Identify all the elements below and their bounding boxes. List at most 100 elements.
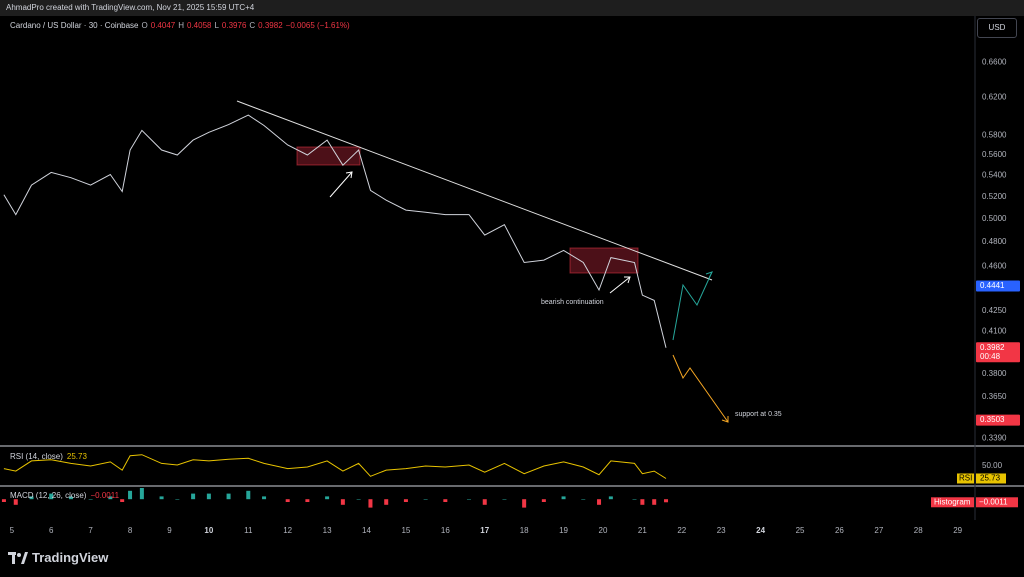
price-label-box	[976, 280, 1020, 292]
annotation: bearish continuation	[541, 299, 604, 306]
logo-text: TradingView	[32, 550, 109, 565]
y-tick-label: 0.6200	[982, 93, 1007, 102]
histogram-bar	[120, 499, 125, 502]
x-tick-label: 24	[756, 526, 765, 535]
price-label: 0.3982	[980, 343, 1005, 352]
x-tick-label: 29	[953, 526, 962, 535]
y-tick-label: 0.5400	[982, 171, 1007, 180]
macd-title: MACD (12, 26, close)	[10, 491, 87, 500]
histogram-bar	[139, 488, 144, 500]
arrow-head	[705, 271, 713, 279]
y-tick-label: 0.4100	[982, 326, 1007, 335]
trendline	[236, 100, 713, 281]
countdown: 00:48	[980, 352, 1001, 361]
ohlc-key: H	[178, 21, 184, 30]
y-tick-label: 0.3800	[982, 369, 1007, 378]
value-box	[976, 497, 1018, 508]
x-tick-label: 15	[401, 526, 410, 535]
annotation: support at 0.35	[735, 411, 782, 418]
x-tick-label: 25	[796, 526, 805, 535]
y-tick-label: 0.5200	[982, 192, 1007, 201]
x-tick-label: 12	[283, 526, 292, 535]
arrow-head	[721, 416, 729, 423]
histogram-bar	[128, 490, 133, 500]
series-line	[3, 114, 667, 348]
bullish-projection	[672, 271, 713, 341]
arrow	[609, 276, 631, 294]
rsi-legend: RSI (14, close) 25.73	[10, 452, 87, 461]
value-label: −0.0011	[979, 497, 1008, 506]
ohlc-value: 0.3976	[221, 21, 247, 30]
histogram-bar	[262, 496, 267, 500]
y-tick-label: 50.00	[982, 461, 1003, 470]
histogram-bar	[175, 499, 180, 500]
histogram-bar	[325, 496, 330, 500]
x-tick-label: 28	[914, 526, 923, 535]
histogram-bar	[608, 496, 613, 500]
histogram-bar	[597, 499, 602, 505]
histogram-bar	[49, 493, 54, 500]
histogram-bar	[226, 493, 231, 500]
histogram-bar	[423, 499, 428, 500]
x-tick-label: 26	[835, 526, 844, 535]
tag-box	[957, 473, 974, 484]
histogram-bar	[403, 499, 408, 502]
x-tick-label: 23	[717, 526, 726, 535]
histogram-bar	[13, 499, 18, 505]
value-label: 25.73	[980, 474, 1001, 483]
x-tick-label: 8	[128, 526, 133, 535]
histogram-bar	[368, 499, 373, 508]
x-tick-label: 5	[10, 526, 15, 535]
logo-icon	[8, 551, 28, 564]
macd-legend: MACD (12, 26, close) −0.0011	[10, 491, 119, 500]
tag-label: Histogram	[934, 497, 971, 506]
macd-value: −0.0011	[90, 491, 120, 500]
histogram-bar	[1, 499, 6, 502]
symbol-legend: Cardano / US Dollar · 30 · Coinbase O 0.4…	[10, 21, 350, 30]
y-tick-label: 0.3390	[982, 434, 1007, 443]
series-line	[3, 454, 667, 479]
price-label: 0.3503	[980, 415, 1005, 424]
tag-label: RSI	[959, 474, 972, 483]
logo[interactable]: TradingView	[8, 550, 108, 565]
histogram-bar	[68, 496, 73, 500]
y-tick-label: 0.4600	[982, 261, 1007, 270]
price-label-box	[976, 342, 1020, 363]
histogram-bar	[340, 499, 345, 505]
y-tick-label: 0.3650	[982, 392, 1007, 401]
histogram-bar	[632, 499, 637, 500]
histogram-bar	[246, 490, 251, 500]
supply-zone	[296, 146, 361, 166]
x-tick-label: 10	[204, 526, 213, 535]
author-bar: AhmadPro created with TradingView.com, N…	[0, 0, 1024, 16]
y-tick-label: 0.5600	[982, 150, 1007, 159]
histogram-bar	[191, 493, 196, 500]
x-tick-label: 20	[599, 526, 608, 535]
x-tick-label: 13	[323, 526, 332, 535]
y-tick-label: 0.4250	[982, 306, 1007, 315]
histogram-bar	[305, 499, 310, 502]
histogram-bar	[108, 496, 113, 500]
x-tick-label: 17	[480, 526, 489, 535]
histogram-bar	[581, 499, 586, 500]
histogram-bar	[652, 499, 657, 505]
x-tick-label: 9	[167, 526, 172, 535]
rsi-value: 25.73	[66, 452, 87, 461]
currency-button[interactable]: USD	[977, 18, 1017, 38]
histogram-bar	[664, 499, 669, 503]
price-label-box	[976, 414, 1020, 426]
histogram-bar	[522, 499, 527, 508]
change: −0.0065 (−1.61%)	[285, 21, 350, 30]
histogram-bar	[29, 496, 34, 500]
histogram-bar	[502, 499, 507, 500]
x-tick-label: 22	[677, 526, 686, 535]
y-tick-label: 0.4800	[982, 237, 1007, 246]
symbol-title: Cardano / US Dollar · 30 · Coinbase	[10, 21, 139, 30]
ohlc-key: C	[249, 21, 256, 30]
x-tick-label: 16	[441, 526, 450, 535]
ohlc-key: O	[141, 21, 148, 30]
y-tick-label: 0.6600	[982, 57, 1007, 66]
histogram-bar	[384, 499, 389, 505]
